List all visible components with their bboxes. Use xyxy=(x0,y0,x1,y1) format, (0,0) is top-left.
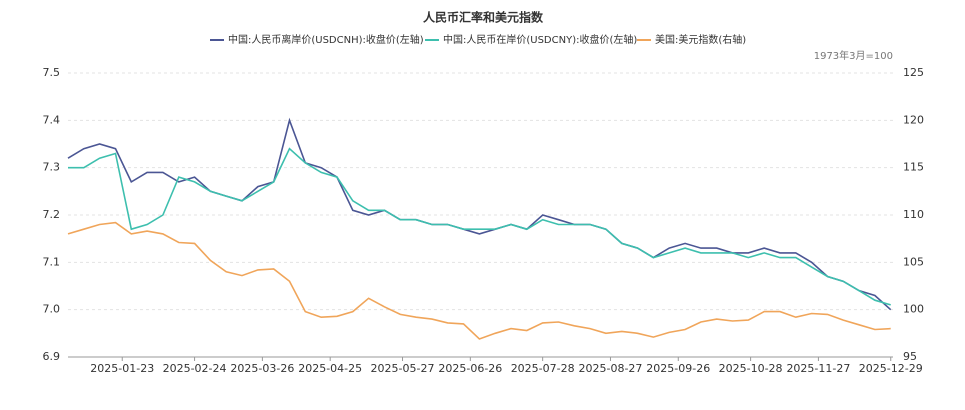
x-tick-label: 2025-10-28 xyxy=(719,362,783,375)
x-tick-label: 2025-06-26 xyxy=(438,362,502,375)
y2-tick-label: 125 xyxy=(903,66,924,79)
series-line xyxy=(68,147,891,306)
x-tick-label: 2025-01-23 xyxy=(90,362,154,375)
y-tick-label: 7.2 xyxy=(43,208,61,221)
legend-label: 中国:人民币在岸价(USDCNY):收盘价(左轴) xyxy=(443,33,637,46)
y2-tick-label: 100 xyxy=(903,303,924,316)
y-tick-label: 7.5 xyxy=(43,66,61,79)
axis-note: 1973年3月=100 xyxy=(814,49,893,62)
x-tick-label: 2025-02-24 xyxy=(163,362,227,375)
x-tick-label: 2025-08-27 xyxy=(578,362,642,375)
y2-tick-label: 115 xyxy=(903,161,924,174)
legend-label: 美国:美元指数(右轴) xyxy=(655,33,746,46)
y2-tick-label: 110 xyxy=(903,208,924,221)
y2-tick-label: 95 xyxy=(903,350,917,363)
x-tick-label: 2025-09-26 xyxy=(646,362,710,375)
x-tick-label: 2025-12-29 xyxy=(859,362,923,375)
y-tick-label: 7.0 xyxy=(43,303,61,316)
series-line xyxy=(67,117,892,311)
x-tick-label: 2025-05-27 xyxy=(371,362,435,375)
y-tick-label: 7.1 xyxy=(43,255,61,268)
y2-tick-label: 105 xyxy=(903,255,924,268)
y2-tick-label: 120 xyxy=(903,113,924,126)
y-tick-label: 6.9 xyxy=(43,350,61,363)
x-tick-label: 2025-07-28 xyxy=(511,362,575,375)
x-tick-label: 2025-03-26 xyxy=(230,362,294,375)
y-tick-label: 7.3 xyxy=(43,161,61,174)
legend-label: 中国:人民币离岸价(USDCNH):收盘价(左轴) xyxy=(228,33,424,46)
x-tick-label: 2025-04-25 xyxy=(298,362,362,375)
y-tick-label: 7.4 xyxy=(43,113,61,126)
series-line xyxy=(67,221,891,340)
x-tick-label: 2025-11-27 xyxy=(786,362,850,375)
chart-title: 人民币汇率和美元指数 xyxy=(423,10,544,25)
